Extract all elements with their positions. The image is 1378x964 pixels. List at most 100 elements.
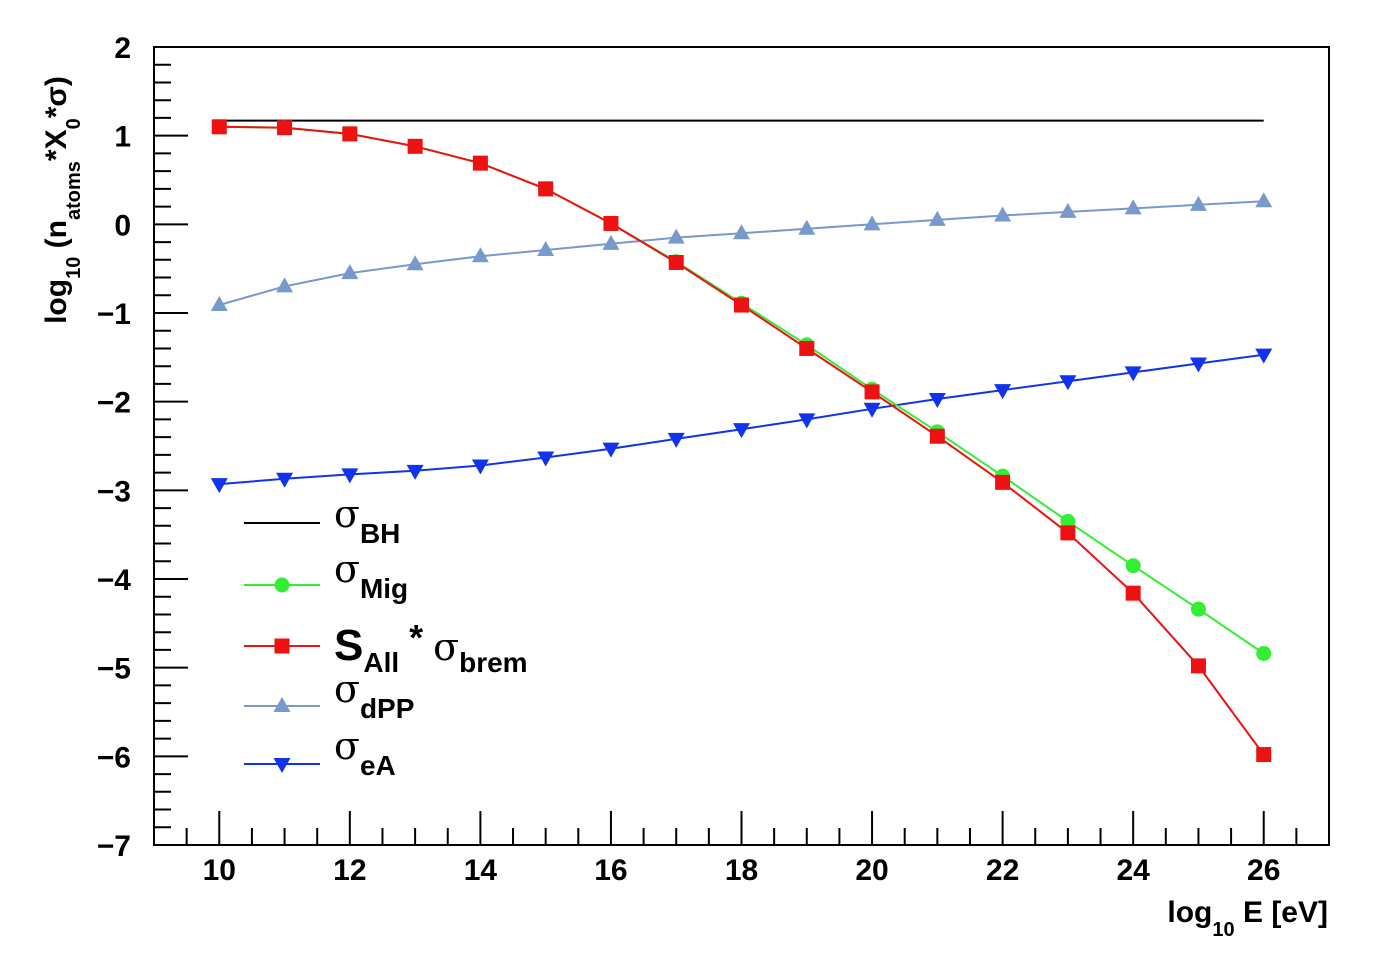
y-tick-label: −4 (97, 564, 132, 597)
point-dpp (733, 224, 750, 240)
legend-sigma-ea: σ (334, 724, 360, 768)
point-dpp (471, 247, 489, 263)
point-dpp (276, 277, 294, 293)
legend-sigma-bh: σ (334, 492, 360, 536)
legend-sub-ea: eA (360, 750, 396, 781)
point-ea (798, 413, 816, 429)
y-tick-label: −6 (97, 741, 131, 774)
legend-label-all: SAll * σbrem (334, 617, 528, 678)
point-ea (471, 459, 489, 475)
point-dpp (1189, 195, 1207, 211)
legend-label-dpp: σdPP (334, 667, 414, 724)
plot-frame (153, 46, 1330, 846)
x-tick-label: 26 (1247, 854, 1280, 887)
legend-entry-all: SAll * σbrem (244, 617, 528, 678)
legend-entry-bh: σBH (244, 492, 400, 549)
y-axis-title-p2: (n (40, 220, 73, 257)
y-tick-label: −5 (97, 653, 131, 686)
point-all (864, 384, 880, 400)
point-ea (276, 472, 294, 488)
legend-entry-ea: σeA (244, 724, 396, 781)
legend-sigma-all: σ (433, 625, 459, 669)
y-axis-title-s2: atoms (63, 161, 85, 220)
point-ea (667, 432, 685, 448)
x-axis-title-main: log (1167, 896, 1212, 929)
x-tick-label: 10 (203, 854, 236, 887)
point-all (407, 138, 423, 154)
x-tick-label: 14 (464, 854, 498, 887)
point-mig (1190, 601, 1206, 617)
point-ea (928, 393, 946, 409)
point-dpp (341, 264, 359, 280)
point-all (1190, 658, 1206, 674)
point-all (799, 340, 815, 356)
point-ea (863, 402, 881, 418)
legend-sample-dpp (244, 697, 320, 712)
point-dpp (406, 255, 424, 271)
y-tick-label: −2 (97, 387, 131, 420)
point-all (1060, 525, 1076, 541)
point-ea (1124, 366, 1142, 382)
y-axis-title-s3: 0 (63, 118, 85, 129)
legend-label-ea: σeA (334, 724, 396, 781)
y-tick-label: −1 (97, 298, 131, 331)
legend-entry-dpp: σdPP (244, 667, 414, 724)
series-layer (210, 119, 1273, 763)
point-dpp (863, 215, 881, 231)
x-axis-title-rest: E [eV] (1235, 896, 1328, 929)
point-all (603, 215, 619, 231)
y-tick-label: 1 (114, 121, 131, 154)
x-tick-label: 18 (725, 854, 758, 887)
point-dpp (667, 228, 685, 244)
point-ea (406, 464, 424, 480)
y-axis-title: log10 (natoms*X0*σ) (40, 76, 85, 324)
y-axis-title-s1: 10 (63, 257, 85, 279)
legend-sub-dpp: dPP (360, 693, 414, 724)
x-axis-title: log10 E [eV] (1167, 896, 1328, 941)
series-line-dpp (219, 200, 1264, 306)
point-ea (733, 423, 750, 439)
point-all (211, 119, 227, 135)
legend-pre-all: S (334, 621, 363, 670)
x-tick-label: 12 (333, 854, 366, 887)
legend-sample-all (244, 638, 320, 654)
point-dpp (210, 296, 228, 312)
point-all (929, 428, 945, 444)
legend-marker-all (274, 638, 290, 654)
point-all (1256, 747, 1272, 763)
x-tick-label: 22 (986, 854, 1019, 887)
point-ea (210, 478, 228, 494)
point-dpp (1255, 192, 1273, 208)
legend-sub-bh: BH (360, 518, 400, 549)
x-tick-label: 16 (594, 854, 627, 887)
y-tick-label: 2 (114, 32, 131, 65)
y-tick-label: 0 (114, 209, 131, 242)
point-dpp (537, 241, 555, 257)
legend-sample-mig (244, 577, 320, 593)
y-tick-label: −3 (97, 475, 131, 508)
legend-sigma-dpp: σ (334, 667, 360, 711)
point-ea (1059, 375, 1077, 391)
axis-ticks (153, 46, 1330, 846)
legend-presub-all: All (363, 647, 399, 678)
x-axis-title-sub: 10 (1212, 919, 1234, 941)
point-all (472, 155, 488, 171)
point-mig (1256, 645, 1272, 661)
point-ea (341, 468, 359, 484)
series-dpp (210, 192, 1273, 312)
point-ea (602, 442, 620, 458)
x-tick-label: 24 (1116, 854, 1150, 887)
point-ea (1255, 348, 1273, 364)
legend-entry-mig: σMig (244, 547, 408, 604)
legend-sub-all: brem (459, 647, 527, 678)
legend-marker-mig (274, 577, 290, 593)
point-dpp (602, 234, 620, 250)
legend-label-bh: σBH (334, 492, 400, 549)
point-dpp (1059, 202, 1077, 218)
legend: σBH σMig SAll * σbrem σdPP σeA (244, 492, 528, 781)
point-dpp (994, 206, 1012, 222)
point-mig (1060, 513, 1076, 529)
series-all (211, 119, 1272, 763)
